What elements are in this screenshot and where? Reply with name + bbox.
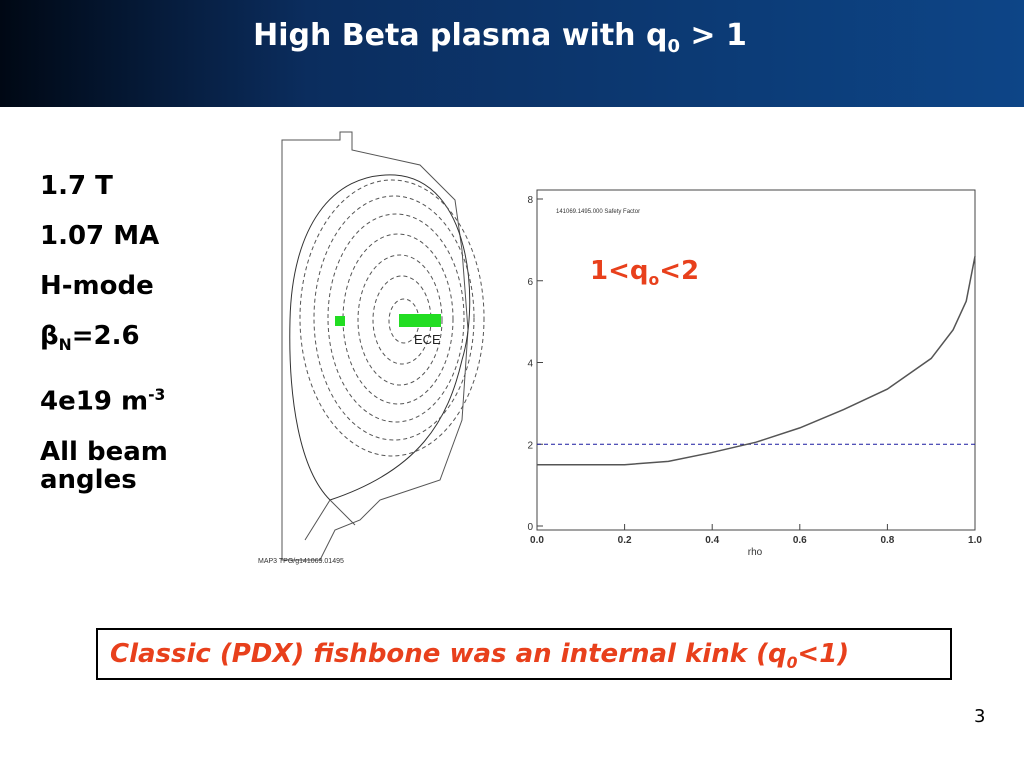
ece-label: ECE <box>414 332 441 347</box>
x-tick-label: 0.2 <box>618 535 632 546</box>
note-box: Classic (PDX) fishbone was an internal k… <box>96 628 952 680</box>
parameter-base: 1.07 MA <box>40 221 160 251</box>
chart-title: 141069.1495.000 Safety Factor <box>556 209 640 215</box>
flux-surface <box>357 254 443 386</box>
x-tick-label: 0.6 <box>793 535 807 546</box>
x-tick-label: 0.8 <box>880 535 894 546</box>
parameter: βN=2.6 <box>40 322 210 359</box>
y-tick-label: 0 <box>527 522 533 533</box>
x-tick-label: 0.0 <box>530 535 544 546</box>
page-number: 3 <box>974 706 986 727</box>
title-subscript: 0 <box>667 36 680 57</box>
parameter: All beam angles <box>40 438 210 494</box>
parameter-list: 1.7 T 1.07 MA H-mode βN=2.6 4e19 m-3 All beam… <box>40 172 210 516</box>
parameter-rest: =2.6 <box>71 321 140 351</box>
parameter: 1.07 MA <box>40 222 210 250</box>
slide-title: High Beta plasma with q0 > 1 <box>0 18 1000 57</box>
title-bar <box>0 0 1024 107</box>
y-tick-label: 2 <box>527 440 533 451</box>
x-tick-label: 1.0 <box>968 535 982 546</box>
y-tick-label: 4 <box>527 359 533 370</box>
parameter-base: 1.7 T <box>40 171 113 201</box>
x-tick-label: 0.4 <box>705 535 719 546</box>
flux-surface <box>313 195 475 441</box>
ece-channel <box>399 314 441 327</box>
note-text: <1) <box>797 639 850 669</box>
parameter: 4e19 m-3 <box>40 381 210 416</box>
separatrix <box>289 174 471 501</box>
note-text: Classic (PDX) fishbone was an internal k… <box>110 639 787 669</box>
x-axis-label: rho <box>748 547 763 558</box>
parameter-base: H-mode <box>40 271 154 301</box>
flux-surface <box>342 233 454 405</box>
flux-surface <box>327 213 465 423</box>
plot-frame <box>536 189 976 531</box>
parameter-base: All beam angles <box>40 436 168 495</box>
ece-channel <box>335 316 345 326</box>
equilibrium-caption: MAP3 TPG/g141069.01495 <box>258 558 344 565</box>
annotation-subscript: o <box>648 271 660 290</box>
parameter-sub: N <box>58 336 72 355</box>
parameter-base: 4e19 m <box>40 386 149 417</box>
parameter-base: β <box>40 321 59 351</box>
flux-surface <box>299 179 485 457</box>
divertor-leg <box>304 499 356 541</box>
y-tick-label: 8 <box>527 195 533 206</box>
annotation-text: <2 <box>659 256 700 286</box>
title-text: > 1 <box>679 18 747 53</box>
title-text: High Beta plasma with q <box>253 18 668 53</box>
equilibrium-diagram <box>281 131 485 561</box>
parameter-sup: -3 <box>148 386 166 405</box>
parameter: 1.7 T <box>40 172 210 200</box>
parameter: H-mode <box>40 272 210 300</box>
note-subscript: 0 <box>786 654 798 673</box>
annotation-text: 1<q <box>590 256 649 286</box>
annotation: 1<qo<2 <box>590 256 699 289</box>
y-tick-label: 6 <box>527 277 533 288</box>
q-profile <box>537 256 976 466</box>
